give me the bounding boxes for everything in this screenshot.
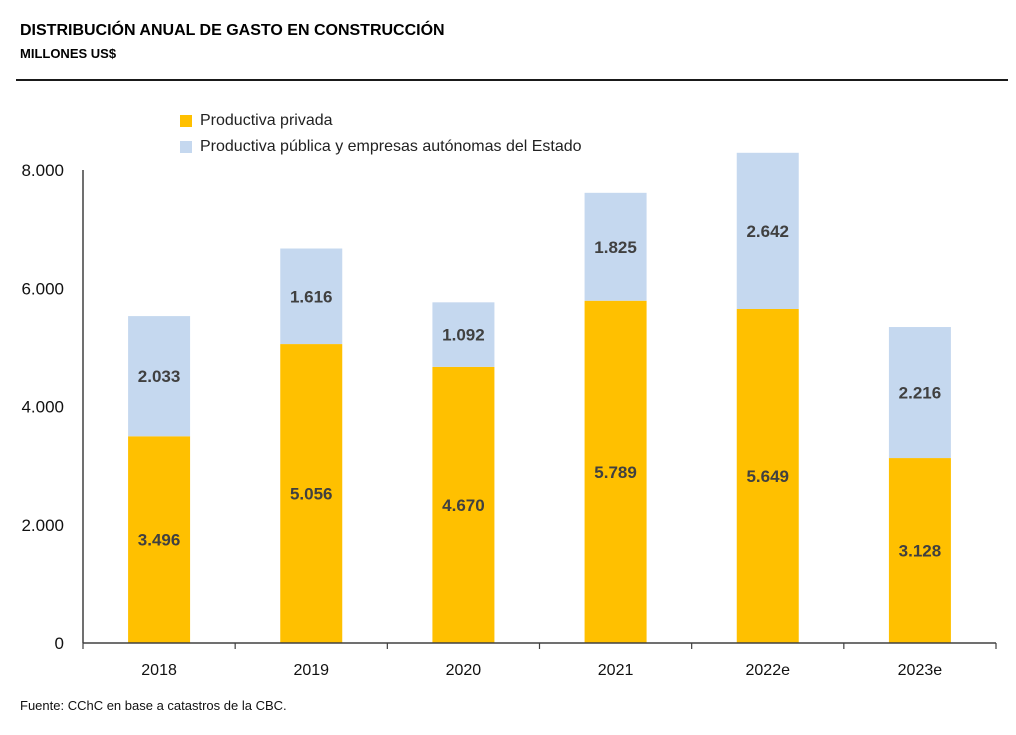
legend-item-private: Productiva privada (180, 108, 582, 134)
data-label-public-2022e: 2.642 (746, 222, 789, 241)
legend-swatch-private (180, 115, 192, 127)
bar-segment-private-2022e (736, 309, 799, 643)
data-label-public-2018: 2.033 (138, 367, 181, 386)
bar-segment-public-2018 (128, 316, 191, 437)
x-tick-label-2021: 2021 (598, 662, 634, 679)
y-tick-label-4000: 4.000 (21, 398, 64, 417)
data-label-public-2020: 1.092 (442, 326, 485, 345)
data-label-private-2022e: 5.649 (746, 467, 789, 486)
data-label-public-2021: 1.825 (594, 238, 637, 257)
chart-title: DISTRIBUCIÓN ANUAL DE GASTO EN CONSTRUCC… (20, 22, 445, 39)
y-tick-label-2000: 2.000 (21, 516, 64, 535)
bar-segment-private-2019 (280, 344, 343, 643)
legend-label-private: Productiva privada (200, 112, 333, 129)
data-label-public-2023e: 2.216 (899, 384, 942, 403)
legend-item-public: Productiva pública y empresas autónomas … (180, 134, 582, 160)
bar-segment-private-2018 (128, 436, 191, 643)
chart-subtitle: MILLONES US$ (20, 46, 117, 61)
data-label-private-2021: 5.789 (594, 463, 637, 482)
legend-swatch-public (180, 141, 192, 153)
title-divider (16, 79, 1008, 81)
bar-segment-public-2021 (584, 192, 647, 301)
bar-segment-public-2023e (888, 327, 951, 459)
bar-segment-public-2022e (736, 152, 799, 310)
y-tick-label-0: 0 (55, 634, 64, 653)
y-tick-label-6000: 6.000 (21, 279, 64, 298)
legend: Productiva privada Productiva pública y … (180, 108, 582, 160)
bar-segment-private-2021 (584, 300, 647, 643)
data-label-private-2018: 3.496 (138, 531, 181, 550)
data-label-private-2019: 5.056 (290, 485, 333, 504)
bar-segment-public-2020 (432, 302, 495, 367)
data-label-private-2020: 4.670 (442, 496, 485, 515)
source-note: Fuente: CChC en base a catastros de la C… (20, 698, 287, 713)
x-tick-label-2023e: 2023e (898, 662, 943, 679)
x-tick-label-2022e: 2022e (746, 662, 791, 679)
x-tick-label-2018: 2018 (141, 662, 177, 679)
bar-segment-public-2019 (280, 248, 343, 345)
legend-label-public: Productiva pública y empresas autónomas … (200, 138, 582, 155)
data-label-public-2019: 1.616 (290, 287, 333, 306)
y-tick-label-8000: 8.000 (21, 161, 64, 180)
x-tick-label-2019: 2019 (293, 662, 329, 679)
x-tick-label-2020: 2020 (446, 662, 482, 679)
bar-segment-private-2020 (432, 366, 495, 643)
data-label-private-2023e: 3.128 (899, 542, 942, 561)
bar-segment-private-2023e (888, 458, 951, 643)
